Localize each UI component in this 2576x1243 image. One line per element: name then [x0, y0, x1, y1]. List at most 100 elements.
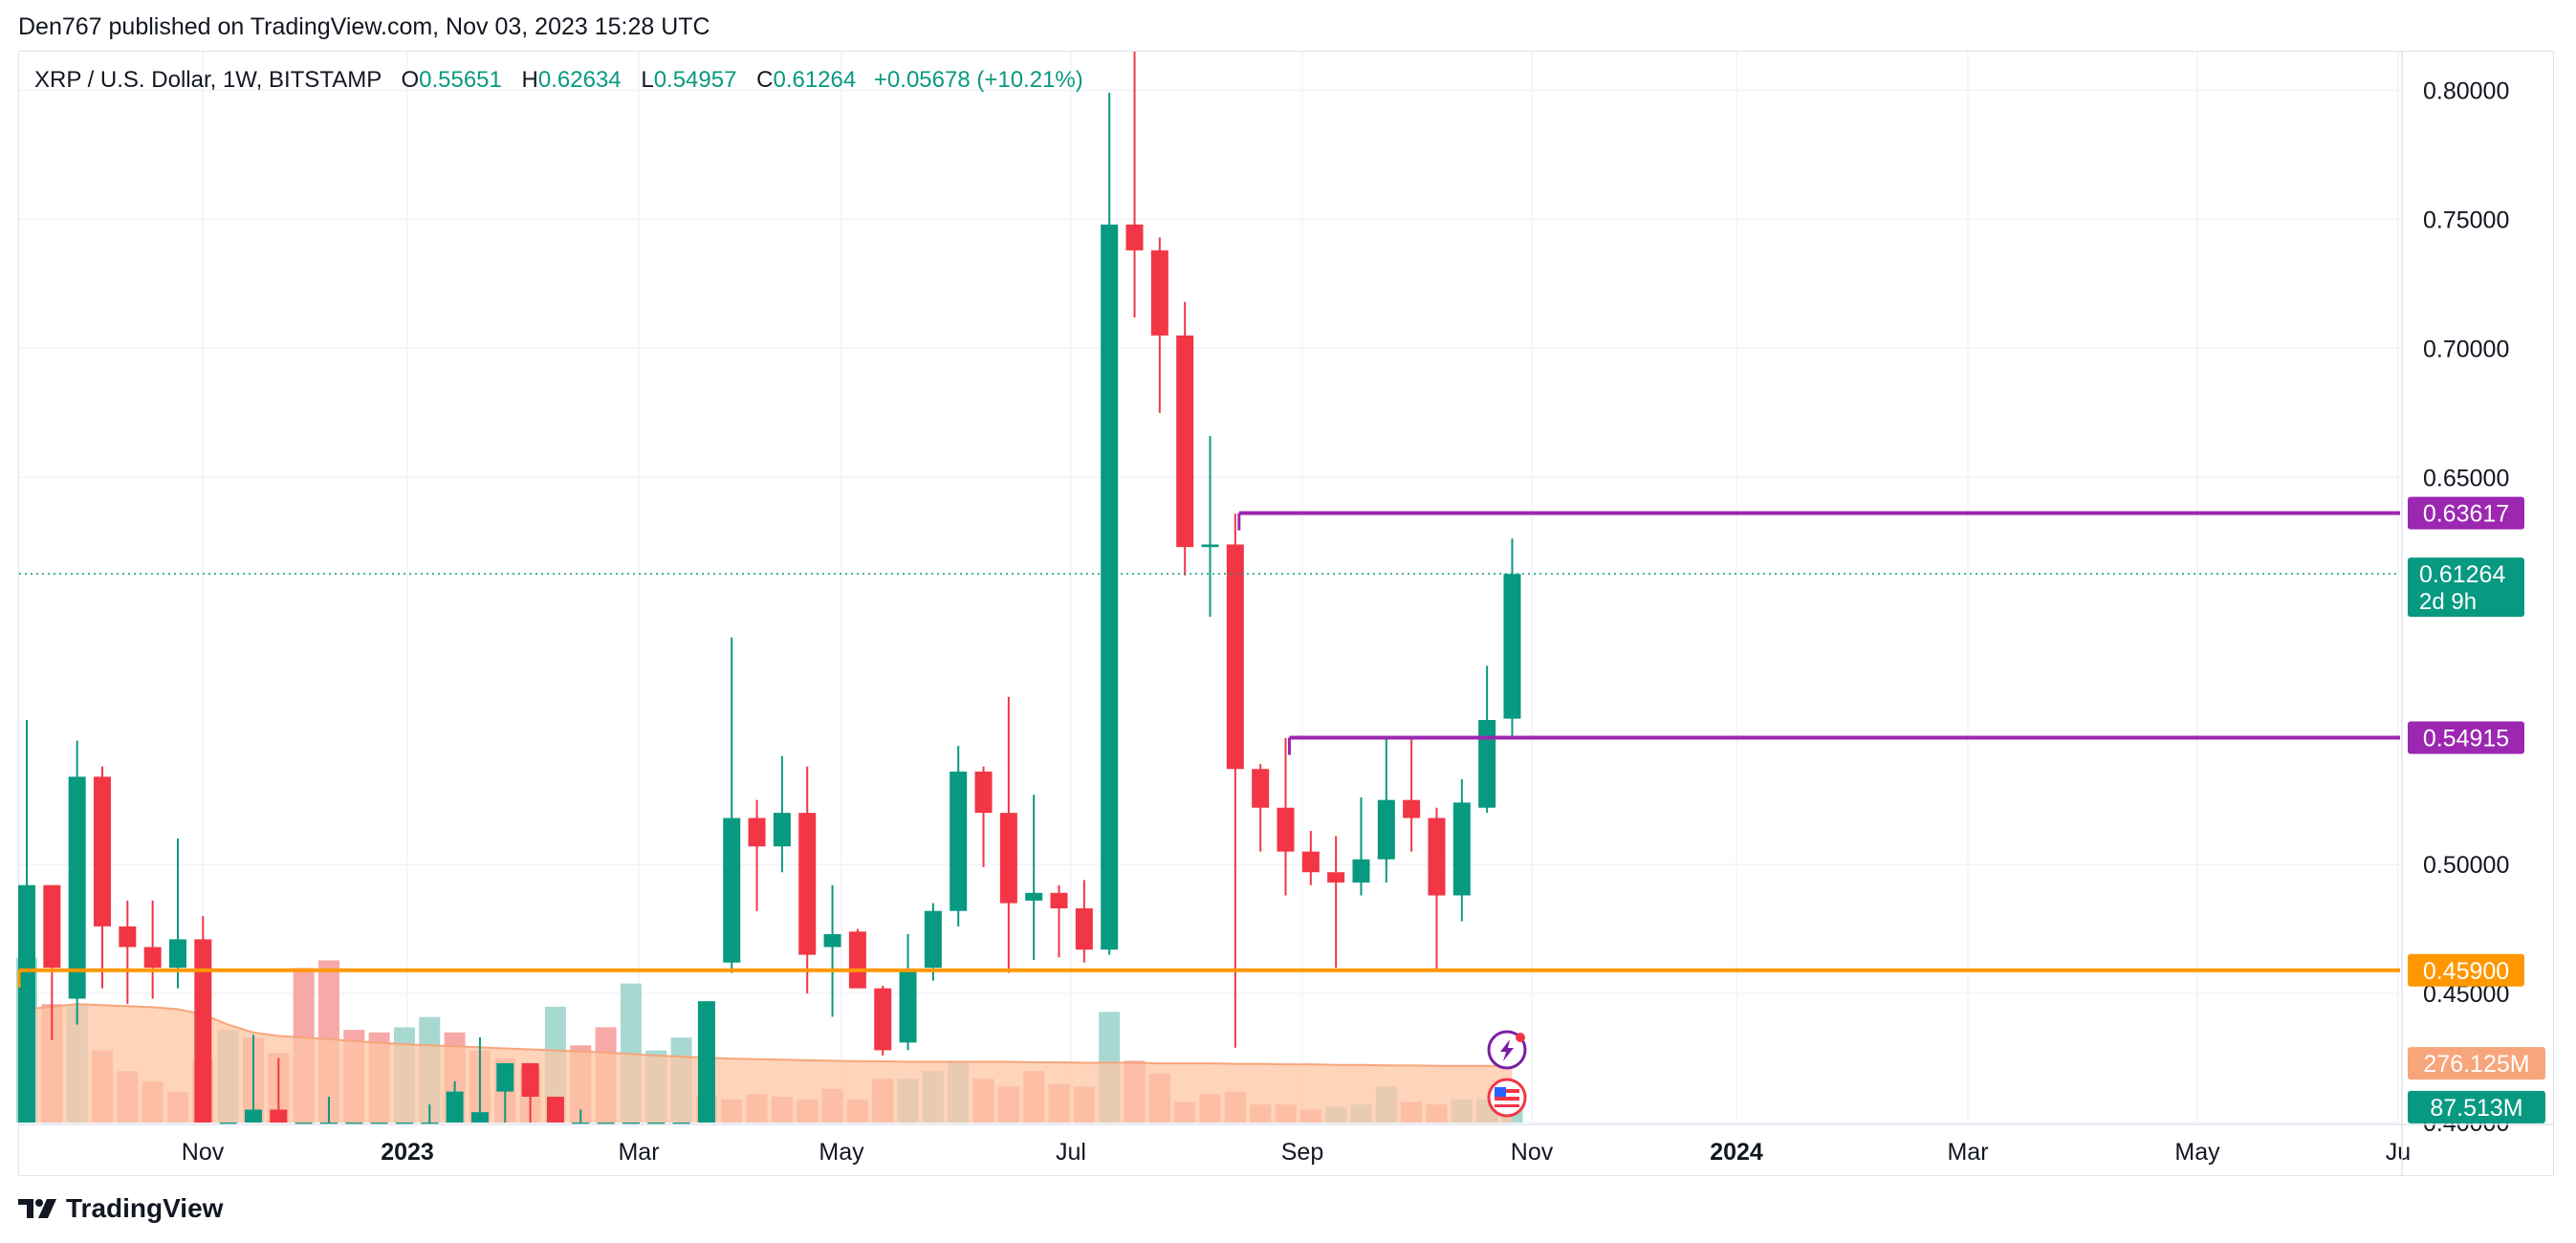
candle[interactable] — [521, 1062, 539, 1123]
candle-body — [748, 818, 766, 847]
x-tick-label: Mar — [1947, 1139, 1988, 1166]
candle[interactable] — [345, 1123, 363, 1124]
candle[interactable] — [950, 745, 968, 927]
candle[interactable] — [1277, 737, 1295, 896]
x-tick-label: Jul — [1056, 1139, 1086, 1166]
candle[interactable] — [119, 900, 137, 1004]
candle[interactable] — [647, 1123, 666, 1124]
price-tag-bg — [2408, 557, 2524, 618]
legend-open-value: 0.55651 — [419, 67, 502, 93]
candle[interactable] — [1101, 93, 1119, 955]
candle[interactable] — [496, 1062, 514, 1123]
candle[interactable] — [270, 1058, 288, 1123]
candle[interactable] — [1025, 795, 1043, 960]
x-tick-label: Nov — [182, 1139, 225, 1166]
candle-body — [370, 1123, 388, 1124]
candle-body — [1452, 802, 1471, 896]
candle-body — [219, 1123, 237, 1124]
candle[interactable] — [295, 1123, 313, 1124]
candle[interactable] — [773, 755, 791, 873]
candle[interactable] — [219, 1123, 237, 1124]
candle[interactable] — [1150, 237, 1168, 413]
candle[interactable] — [999, 696, 1017, 973]
candle[interactable] — [974, 766, 993, 867]
candle[interactable] — [168, 839, 186, 989]
candle[interactable] — [1503, 538, 1521, 737]
candle[interactable] — [395, 1123, 413, 1124]
candle-body — [521, 1062, 539, 1098]
x-tick-label: May — [2174, 1139, 2220, 1166]
candle-body — [672, 1123, 690, 1124]
candle[interactable] — [597, 1123, 615, 1124]
candle[interactable] — [1226, 513, 1244, 1048]
candle[interactable] — [672, 1123, 690, 1124]
volume-tag-label: 276.125M — [2423, 1051, 2529, 1078]
candle[interactable] — [1327, 836, 1345, 969]
legend-open-label: O — [401, 67, 420, 93]
candle[interactable] — [748, 799, 766, 911]
candle-body — [295, 1123, 313, 1124]
candle[interactable] — [421, 1104, 439, 1124]
candle-body — [446, 1091, 464, 1123]
volume-tag: 87.513M — [2408, 1090, 2545, 1123]
candle-body — [470, 1112, 489, 1123]
candle[interactable] — [93, 766, 111, 989]
candle[interactable] — [848, 928, 866, 989]
candle[interactable] — [18, 719, 35, 1123]
candle[interactable] — [1301, 831, 1320, 885]
legend-high-value: 0.62634 — [537, 67, 622, 93]
candle[interactable] — [370, 1123, 388, 1124]
grid-lines — [19, 52, 2400, 1123]
price-tag-support: 0.54915 — [2408, 721, 2524, 754]
y-tick-label: 0.70000 — [2423, 336, 2509, 362]
x-tick-label: Ju — [2386, 1139, 2411, 1166]
countdown-label: 2d 9h — [2419, 589, 2477, 615]
event-icons — [1487, 1030, 1527, 1118]
candle[interactable] — [446, 1080, 464, 1123]
candle[interactable] — [723, 637, 741, 973]
candle[interactable] — [1377, 737, 1395, 883]
candle[interactable] — [1452, 779, 1471, 922]
candle[interactable] — [1428, 807, 1446, 970]
tradingview-logo-icon — [18, 1199, 56, 1218]
candle[interactable] — [244, 1035, 262, 1123]
candle[interactable] — [143, 900, 162, 999]
candle-body — [950, 771, 968, 911]
candle[interactable] — [546, 1097, 564, 1123]
candle-body — [345, 1123, 363, 1124]
candle[interactable] — [1201, 436, 1219, 618]
candle[interactable] — [43, 884, 61, 1040]
candle[interactable] — [1352, 796, 1370, 896]
us-flag-icon[interactable] — [1487, 1078, 1527, 1118]
legend-low-label: L — [641, 67, 654, 93]
candle[interactable] — [697, 1001, 715, 1123]
candle-body — [773, 813, 791, 847]
candle[interactable] — [899, 933, 917, 1051]
candle[interactable] — [1050, 884, 1068, 958]
candle[interactable] — [194, 916, 212, 1123]
candle[interactable] — [1125, 52, 1144, 317]
candle[interactable] — [622, 1123, 640, 1124]
candle[interactable] — [798, 766, 817, 994]
candle-body — [1301, 851, 1320, 873]
candle[interactable] — [1403, 737, 1421, 852]
candle[interactable] — [823, 884, 841, 1017]
chart-frame — [18, 51, 2554, 1176]
x-tick-label: Nov — [1511, 1139, 1554, 1166]
candle[interactable] — [924, 903, 942, 981]
candle[interactable] — [470, 1036, 489, 1123]
candle[interactable] — [319, 1097, 338, 1124]
candle[interactable] — [68, 740, 86, 1025]
candle-body — [194, 939, 212, 1123]
candle-body — [622, 1123, 640, 1124]
y-tick-label: 0.65000 — [2423, 465, 2509, 491]
candle[interactable] — [874, 985, 892, 1056]
candle[interactable] — [572, 1109, 590, 1124]
candle[interactable] — [1252, 763, 1270, 852]
lightning-icon[interactable] — [1487, 1030, 1527, 1070]
x-tick-label: 2024 — [1710, 1139, 1763, 1166]
candle[interactable] — [1176, 301, 1194, 576]
footer-brand[interactable]: TradingView — [18, 1193, 223, 1224]
candle[interactable] — [1075, 880, 1093, 963]
